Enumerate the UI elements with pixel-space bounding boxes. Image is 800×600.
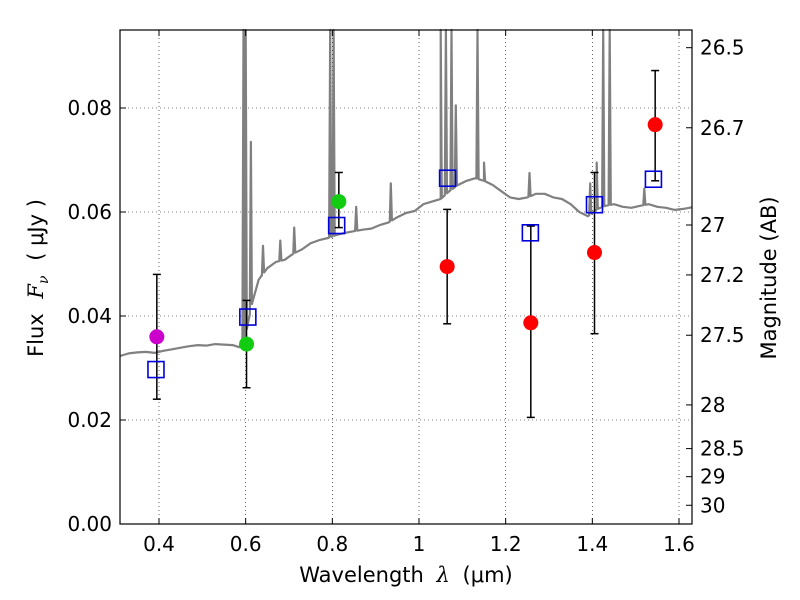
x-tick-label: 1.2 [490,532,522,556]
observed-point-marker [439,259,455,275]
magnitude-tick-label: 27.2 [700,263,745,287]
magnitude-tick-label: 28.5 [700,437,745,461]
observed-point-marker [587,245,602,261]
model-spectrum [119,28,693,358]
x-tick-label: 1.4 [576,532,608,556]
axis-ticks: 0.4 0.6 0.8 1 1.2 1.4 1.6 0.00 0.02 0.04 0.06 0.08 2… [67,30,745,556]
model-point-marker [585,195,604,214]
magnitude-tick-label: 27 [700,213,725,237]
magnitude-tick-label: 30 [700,493,725,517]
magnitude-tick-label: 26.5 [700,36,745,60]
magnitude-tick-label: 29 [700,465,725,489]
magnitude-tick-label: 27.5 [700,323,745,347]
error-bars [152,69,660,419]
model-point-marker [438,169,457,187]
grid-lines [120,30,692,525]
model-point-marker [239,308,257,326]
magnitude-tick-label: 28 [700,393,725,417]
y-tick-label: 0.04 [67,304,112,328]
model-point-marker [644,170,663,189]
y-tick-label: 0.06 [67,200,112,224]
x-tick-label: 0.6 [230,532,262,556]
y-axis-label-left: Flux Fν ( μJy ) [24,199,53,357]
spectrum-line [119,28,693,358]
y-tick-label: 0.00 [67,512,112,536]
model-point-marker [327,216,346,235]
y-tick-label: 0.08 [67,96,112,120]
observed-point-marker [239,336,255,352]
x-tick-label: 0.4 [143,532,175,556]
x-tick-label: 1.6 [663,532,695,556]
observed-photometry-points [149,117,663,352]
observed-point-marker [149,329,165,345]
model-point-marker [147,360,165,379]
x-tick-label: 0.8 [316,532,348,556]
y-tick-label: 0.02 [67,408,112,432]
observed-point-marker [331,194,347,210]
observed-point-marker [647,117,663,133]
x-axis-label: Wavelength λ (μm) [299,563,512,587]
x-tick-label: 1 [413,532,426,556]
model-point-marker [521,224,540,242]
plot-frame [119,29,693,525]
magnitude-tick-label: 26.7 [700,116,745,140]
y-axis-label-right: Magnitude (AB) [757,196,781,359]
observed-point-marker [523,315,539,331]
model-photometry-points [147,169,663,379]
